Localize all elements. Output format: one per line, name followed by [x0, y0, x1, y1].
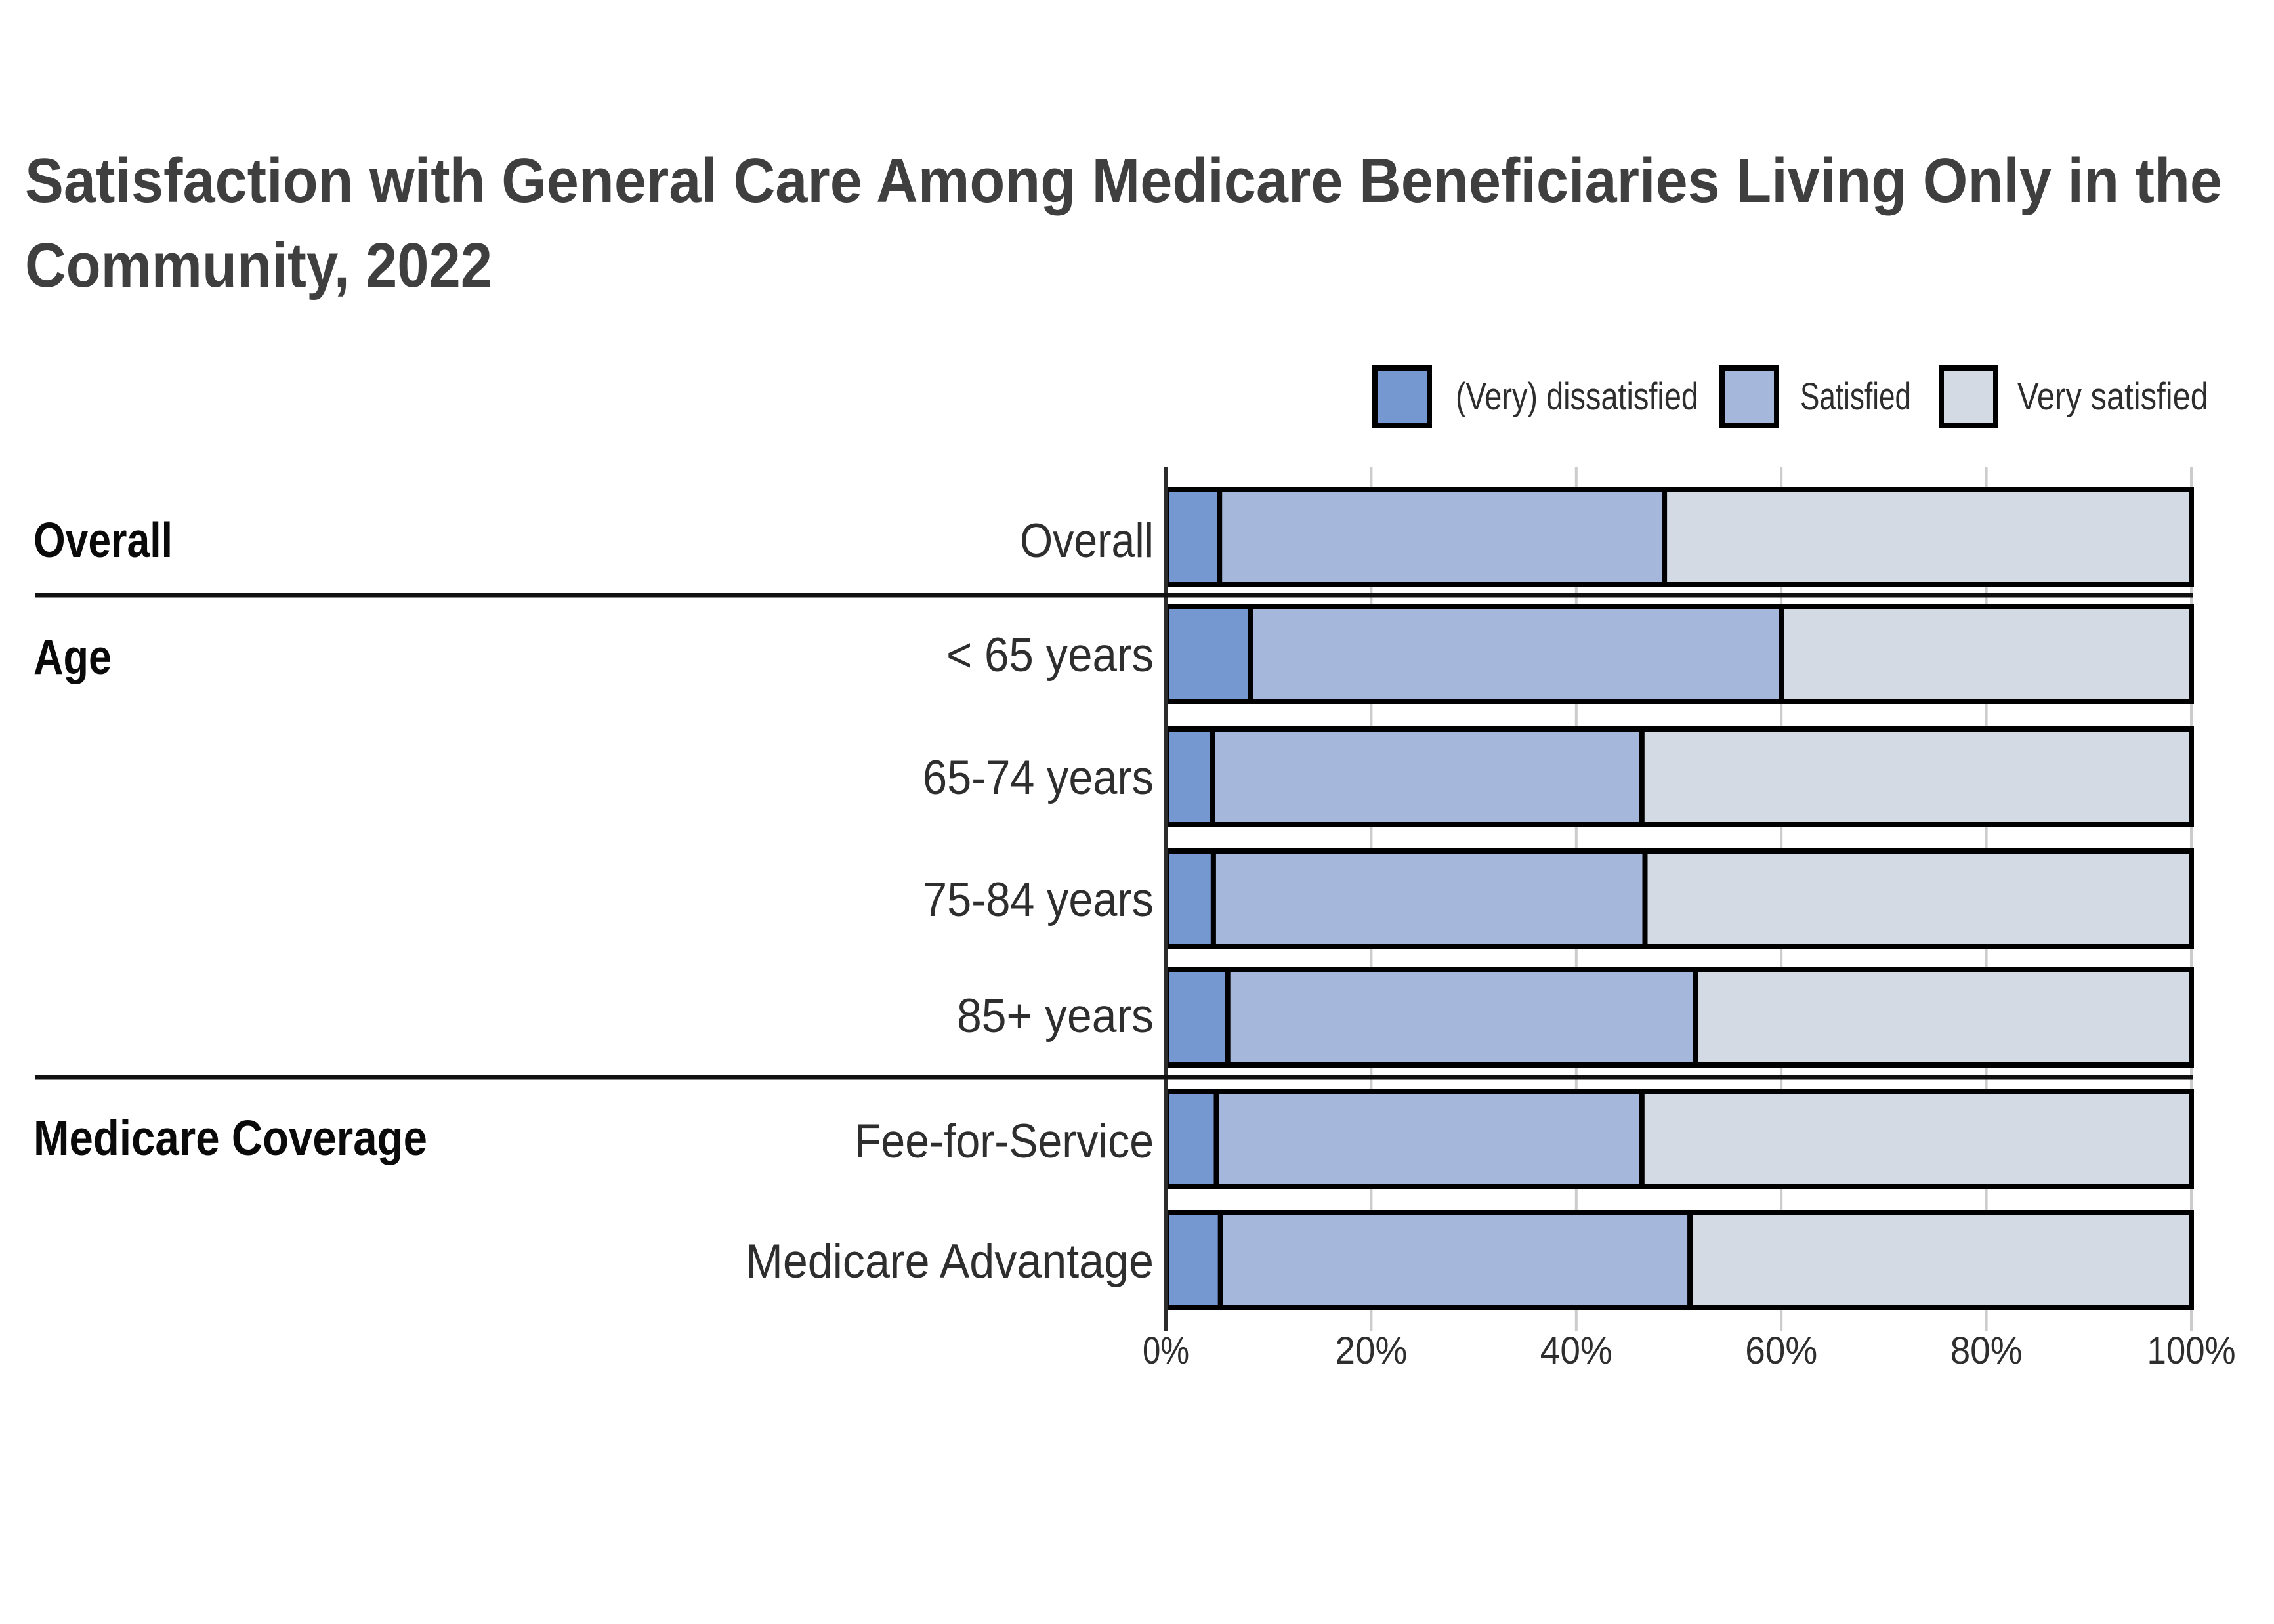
svg-text:75-84 years: 75-84 years	[923, 873, 1154, 927]
svg-text:40%: 40%	[1540, 1329, 1612, 1372]
svg-text:85+ years: 85+ years	[957, 989, 1154, 1043]
svg-text:Community, 2022: Community, 2022	[25, 230, 492, 301]
svg-text:20%: 20%	[1335, 1329, 1407, 1372]
svg-text:100%: 100%	[2147, 1329, 2236, 1372]
svg-text:80%: 80%	[1950, 1329, 2023, 1372]
svg-text:65-74 years: 65-74 years	[923, 751, 1154, 804]
svg-text:0%: 0%	[1143, 1329, 1189, 1372]
svg-text:Satisfaction with General Care: Satisfaction with General Care Among Med…	[25, 146, 2222, 216]
svg-text:Satisfied: Satisfied	[1800, 375, 1911, 418]
svg-text:Age: Age	[33, 629, 112, 684]
svg-text:Fee-for-Service: Fee-for-Service	[854, 1115, 1154, 1168]
svg-text:Overall: Overall	[33, 512, 173, 568]
svg-text:Very satisfied: Very satisfied	[2017, 375, 2208, 418]
svg-text:60%: 60%	[1745, 1329, 1817, 1372]
svg-text:< 65 years: < 65 years	[946, 629, 1154, 682]
svg-text:Overall: Overall	[1020, 514, 1154, 568]
svg-text:(Very) dissatisfied: (Very) dissatisfied	[1456, 375, 1698, 418]
svg-text:Medicare Advantage: Medicare Advantage	[746, 1235, 1154, 1288]
svg-text:Medicare Coverage: Medicare Coverage	[33, 1110, 427, 1165]
